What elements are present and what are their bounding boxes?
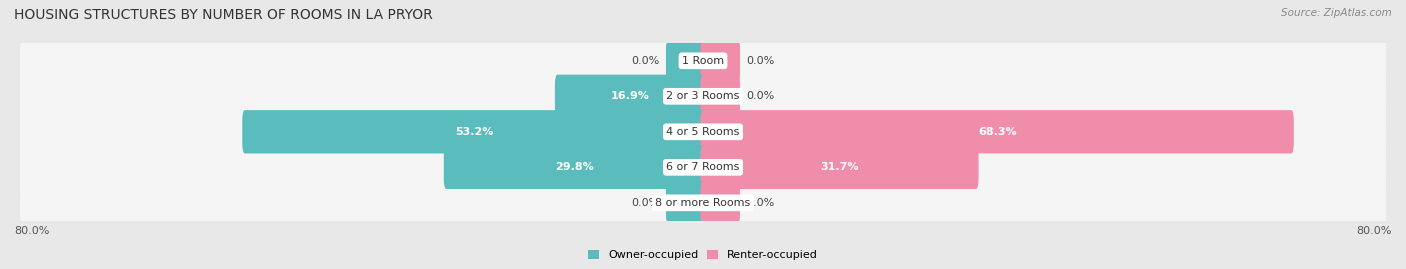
Text: HOUSING STRUCTURES BY NUMBER OF ROOMS IN LA PRYOR: HOUSING STRUCTURES BY NUMBER OF ROOMS IN… <box>14 8 433 22</box>
FancyBboxPatch shape <box>444 146 706 189</box>
Text: 8 or more Rooms: 8 or more Rooms <box>655 198 751 208</box>
Text: 4 or 5 Rooms: 4 or 5 Rooms <box>666 127 740 137</box>
Text: 2 or 3 Rooms: 2 or 3 Rooms <box>666 91 740 101</box>
FancyBboxPatch shape <box>20 158 1386 247</box>
FancyBboxPatch shape <box>20 52 1386 141</box>
FancyBboxPatch shape <box>700 75 740 118</box>
FancyBboxPatch shape <box>666 39 706 83</box>
Text: 68.3%: 68.3% <box>977 127 1017 137</box>
FancyBboxPatch shape <box>20 87 1386 176</box>
FancyBboxPatch shape <box>20 123 1386 212</box>
Text: 0.0%: 0.0% <box>747 198 775 208</box>
Text: 31.7%: 31.7% <box>820 162 859 172</box>
Legend: Owner-occupied, Renter-occupied: Owner-occupied, Renter-occupied <box>583 246 823 265</box>
FancyBboxPatch shape <box>700 39 740 83</box>
Text: 6 or 7 Rooms: 6 or 7 Rooms <box>666 162 740 172</box>
FancyBboxPatch shape <box>242 110 706 154</box>
Text: 0.0%: 0.0% <box>747 56 775 66</box>
FancyBboxPatch shape <box>666 181 706 225</box>
Text: 0.0%: 0.0% <box>631 198 659 208</box>
FancyBboxPatch shape <box>555 75 706 118</box>
Text: 0.0%: 0.0% <box>631 56 659 66</box>
Text: 0.0%: 0.0% <box>747 91 775 101</box>
FancyBboxPatch shape <box>700 181 740 225</box>
FancyBboxPatch shape <box>700 146 979 189</box>
Text: 80.0%: 80.0% <box>1357 226 1392 236</box>
Text: 80.0%: 80.0% <box>14 226 49 236</box>
FancyBboxPatch shape <box>20 16 1386 105</box>
Text: 1 Room: 1 Room <box>682 56 724 66</box>
Text: 53.2%: 53.2% <box>454 127 494 137</box>
Text: Source: ZipAtlas.com: Source: ZipAtlas.com <box>1281 8 1392 18</box>
FancyBboxPatch shape <box>700 110 1294 154</box>
Text: 16.9%: 16.9% <box>610 91 650 101</box>
Text: 29.8%: 29.8% <box>555 162 595 172</box>
